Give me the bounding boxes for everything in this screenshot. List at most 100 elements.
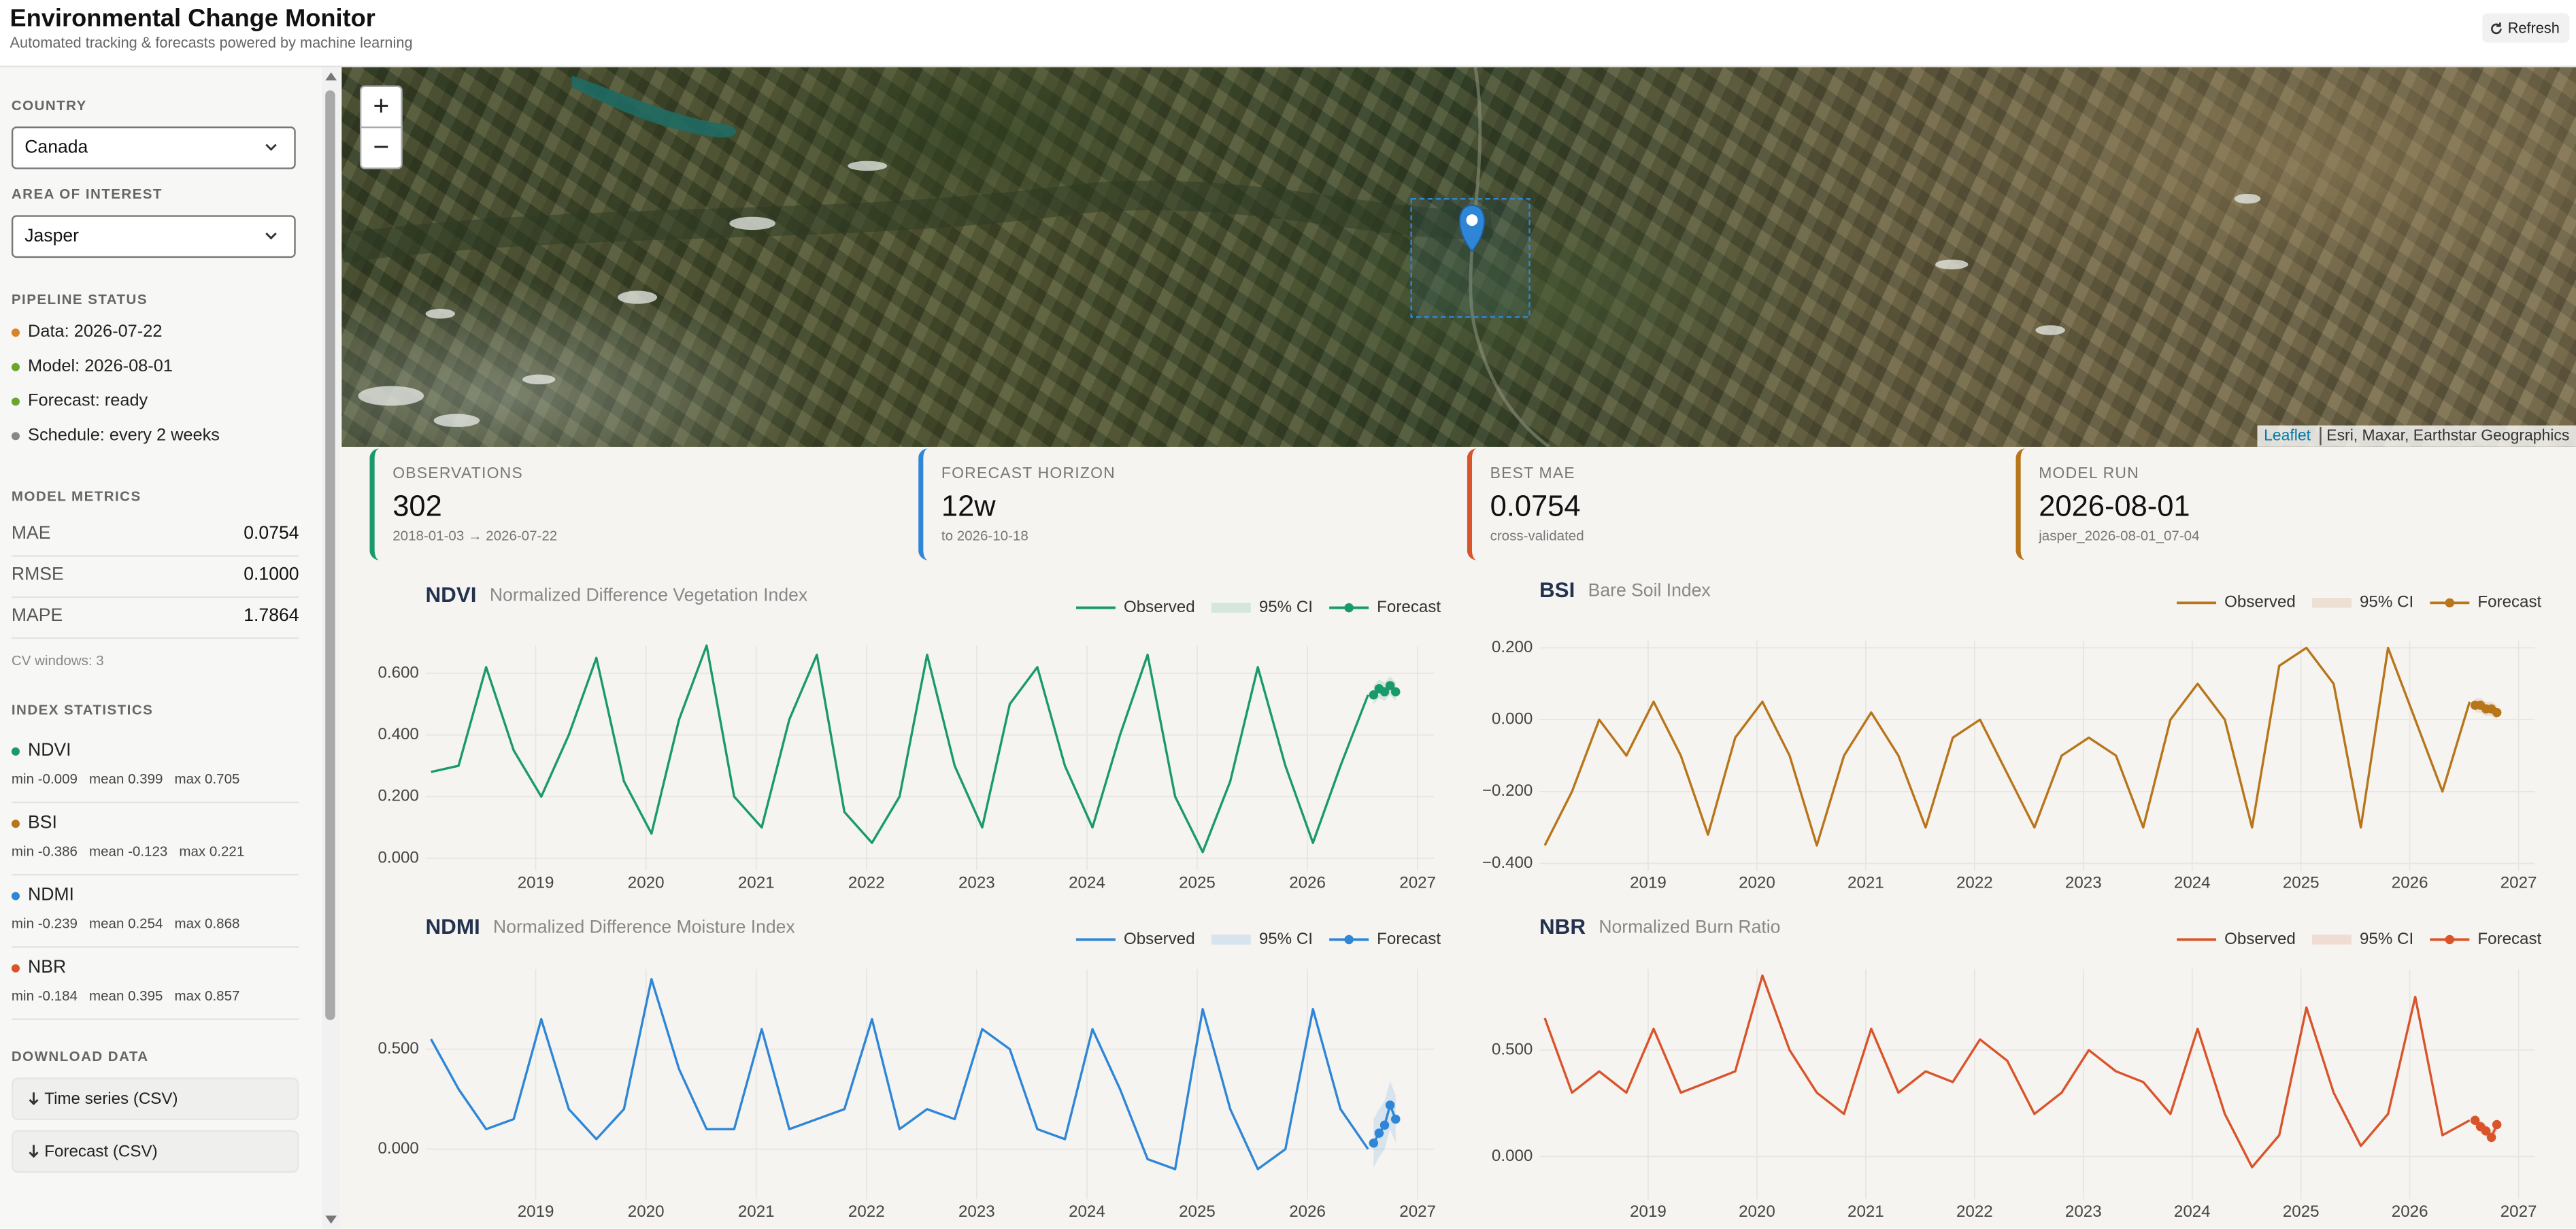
forecast-point bbox=[2486, 1132, 2496, 1143]
y-tick-label: 0.600 bbox=[378, 663, 418, 681]
chart-title: BSI bbox=[1539, 578, 1575, 602]
status-text: Model: 2026-08-01 bbox=[28, 356, 173, 377]
sidebar: COUNTRY Canada AREA OF INTEREST Jasper P… bbox=[0, 67, 324, 1229]
x-tick-label: 2026 bbox=[2392, 1202, 2428, 1221]
x-tick-label: 2025 bbox=[2283, 874, 2320, 892]
kpi-card: OBSERVATIONS 302 2018-01-03 → 2026-07-22 bbox=[369, 448, 912, 560]
index-stats-text: min -0.386 mean -0.123 max 0.221 bbox=[11, 842, 245, 860]
observed-line bbox=[431, 644, 1369, 854]
index-dot bbox=[11, 891, 20, 900]
attribution-text: Esri, Maxar, Earthstar Geographics bbox=[2326, 426, 2570, 445]
forecast-point bbox=[1390, 687, 1401, 696]
index-name-row: NDMI bbox=[11, 885, 74, 905]
x-tick-label: 2027 bbox=[2500, 874, 2537, 892]
map-attribution: Leaflet Esri, Maxar, Earthstar Geographi… bbox=[2257, 425, 2576, 447]
forecast-point bbox=[1379, 1120, 1390, 1130]
refresh-button[interactable]: Refresh bbox=[2483, 13, 2570, 43]
status-item: Schedule: every 2 weeks bbox=[11, 425, 220, 445]
x-tick-label: 2027 bbox=[1399, 1202, 1436, 1221]
x-tick-label: 2022 bbox=[1956, 1202, 1993, 1221]
kpi-sub: to 2026-10-18 bbox=[941, 527, 1028, 544]
forecast-point bbox=[1379, 687, 1390, 696]
kpi-card: BEST MAE 0.0754 cross-validated bbox=[1467, 448, 2009, 560]
x-tick-label: 2019 bbox=[518, 1202, 554, 1221]
x-tick-label: 2021 bbox=[1847, 1202, 1884, 1221]
legend-label: 95% CI bbox=[1259, 598, 1313, 616]
scroll-down[interactable] bbox=[325, 1215, 337, 1224]
aoi-select[interactable]: Jasper bbox=[11, 215, 296, 258]
index-stat: NBR min -0.184 mean 0.395 max 0.857 bbox=[11, 949, 299, 1020]
legend-label: 95% CI bbox=[2360, 930, 2413, 948]
index-dot bbox=[11, 746, 20, 755]
legend-label: Forecast bbox=[2477, 930, 2541, 948]
legend-swatch bbox=[2311, 598, 2352, 608]
download-icon bbox=[29, 1144, 39, 1158]
status-item: Forecast: ready bbox=[11, 391, 148, 411]
metric-name: RMSE bbox=[11, 565, 64, 585]
kpi-label: BEST MAE bbox=[1490, 465, 1575, 484]
index-dot bbox=[11, 818, 20, 828]
chart-title: NBR bbox=[1539, 915, 1586, 939]
index-stat: NDVI min -0.009 mean 0.399 max 0.705 bbox=[11, 733, 299, 804]
y-tick-label: 0.500 bbox=[378, 1039, 418, 1058]
scrollbar[interactable] bbox=[322, 67, 340, 1229]
index-stats-text: min -0.009 mean 0.399 max 0.705 bbox=[11, 770, 240, 787]
legend-marker bbox=[1344, 603, 1354, 613]
leaflet-link[interactable]: Leaflet bbox=[2264, 426, 2311, 445]
status-dot bbox=[11, 362, 20, 371]
map-terrain bbox=[341, 67, 2261, 447]
forecast-point bbox=[2492, 1119, 2502, 1130]
x-tick-label: 2026 bbox=[1289, 874, 1326, 892]
chart: NDVI Normalized Difference Vegetation Ind… bbox=[378, 583, 1441, 892]
x-tick-label: 2021 bbox=[738, 1202, 775, 1221]
forecast-point bbox=[2470, 1115, 2480, 1126]
country-select[interactable]: Canada bbox=[11, 126, 296, 169]
index-name-row: BSI bbox=[11, 813, 57, 832]
metric-name: MAE bbox=[11, 524, 51, 544]
x-tick-label: 2023 bbox=[958, 1202, 995, 1221]
y-tick-label: 0.200 bbox=[1492, 638, 1533, 656]
scroll-up[interactable] bbox=[325, 72, 337, 81]
scroll-thumb[interactable] bbox=[325, 90, 335, 1020]
download-icon bbox=[29, 1091, 39, 1105]
map[interactable]: + − Leaflet Esri, Maxar, Earthstar Geogr… bbox=[341, 67, 2576, 447]
index-stat: NDMI min -0.239 mean 0.254 max 0.868 bbox=[11, 877, 299, 948]
index-name-row: NDVI bbox=[11, 741, 71, 761]
index-name: NBR bbox=[28, 958, 67, 978]
section-label: DOWNLOAD DATA bbox=[11, 1047, 149, 1065]
x-tick-label: 2019 bbox=[1630, 1202, 1667, 1221]
chart-subtitle: Normalized Burn Ratio bbox=[1599, 917, 1780, 937]
kpi-value: 0.0754 bbox=[1490, 489, 1581, 523]
status-dot bbox=[11, 397, 20, 405]
zoom-out[interactable]: − bbox=[359, 126, 403, 169]
chart-subtitle: Normalized Difference Moisture Index bbox=[493, 917, 795, 937]
status-dot bbox=[11, 431, 20, 440]
chevron bbox=[265, 144, 277, 151]
x-tick-label: 2024 bbox=[1069, 1202, 1105, 1221]
x-tick-label: 2021 bbox=[1847, 874, 1884, 892]
y-tick-label: 0.500 bbox=[1492, 1040, 1533, 1058]
download-button[interactable]: Time series (CSV) bbox=[11, 1077, 299, 1121]
index-name: NDMI bbox=[28, 885, 74, 905]
legend-label: Forecast bbox=[1377, 598, 1441, 616]
cv-note: CV windows: 3 bbox=[11, 652, 104, 669]
app-title: Environmental Change Monitor bbox=[10, 5, 375, 33]
x-tick-label: 2022 bbox=[1956, 874, 1993, 892]
chart: BSI Bare Soil Index −0.400 −0.200 0.000 0.200… bbox=[1482, 578, 2542, 892]
zoom-in[interactable]: + bbox=[359, 85, 403, 129]
status-text: Schedule: every 2 weeks bbox=[28, 425, 220, 445]
download-button[interactable]: Forecast (CSV) bbox=[11, 1130, 299, 1173]
legend-label: Forecast bbox=[2477, 593, 2541, 611]
kpi-label: MODEL RUN bbox=[2039, 465, 2139, 484]
chart: NDMI Normalized Difference Moisture Index… bbox=[378, 915, 1441, 1221]
kpi-value: 302 bbox=[392, 489, 442, 523]
metric-row: RMSE 0.1000 bbox=[11, 557, 299, 599]
kpi-card: MODEL RUN 2026-08-01 jasper_2026-08-01_07-… bbox=[2015, 448, 2558, 560]
legend-label: Observed bbox=[1124, 930, 1195, 948]
kpi-label: FORECAST HORIZON bbox=[941, 465, 1116, 484]
y-tick-label: −0.200 bbox=[1482, 781, 1533, 800]
status-dot bbox=[11, 327, 20, 336]
kpi-sub: jasper_2026-08-01_07-04 bbox=[2039, 527, 2200, 544]
index-name: NDVI bbox=[28, 741, 71, 761]
